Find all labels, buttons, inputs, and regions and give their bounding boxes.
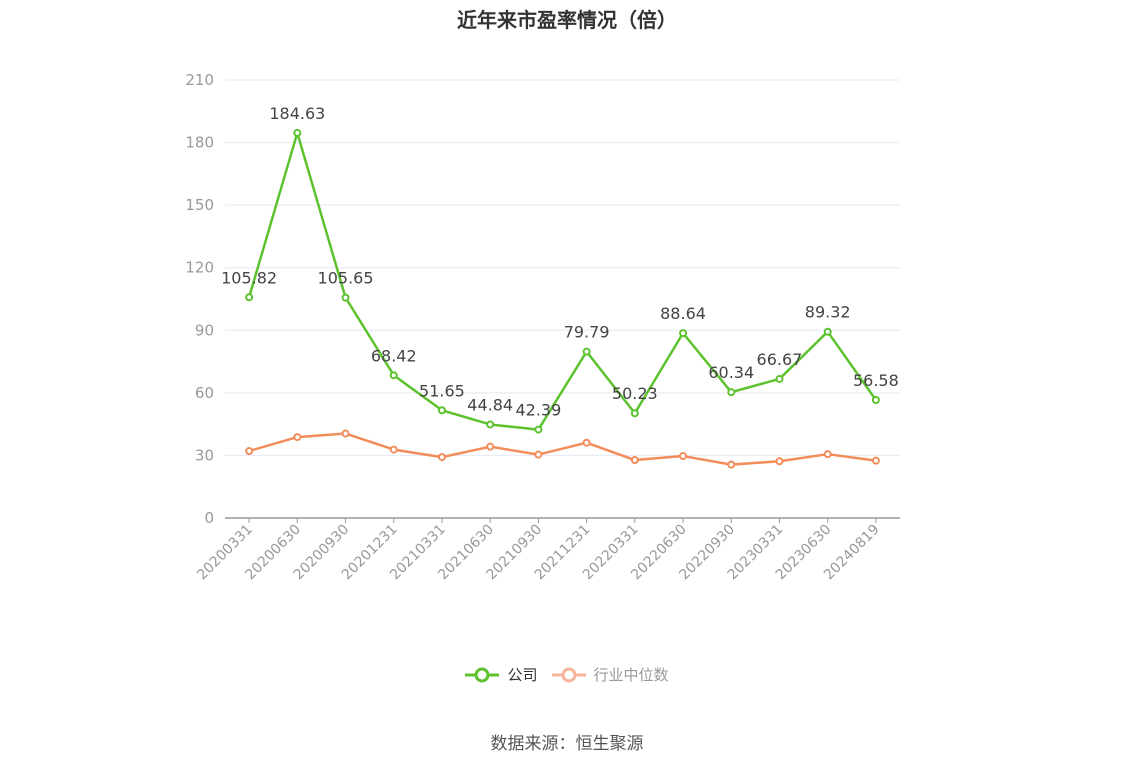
data-label: 105.65 xyxy=(318,269,374,288)
data-point[interactable] xyxy=(823,450,832,459)
chart-title: 近年来市盈率情况（倍） xyxy=(457,8,677,32)
data-label: 42.39 xyxy=(515,401,561,420)
legend-label-company: 公司 xyxy=(507,666,538,684)
data-point[interactable] xyxy=(437,406,446,415)
data-point[interactable] xyxy=(630,456,639,465)
data-label: 79.79 xyxy=(564,323,610,342)
legend-swatch-industry-median xyxy=(551,667,586,682)
y-tick-label: 30 xyxy=(195,446,214,464)
data-point[interactable] xyxy=(534,425,543,434)
x-axis: 2020033120200630202009302020123120210331… xyxy=(194,517,900,583)
data-label: 44.84 xyxy=(467,395,513,414)
data-label: 105.82 xyxy=(221,268,277,287)
data-point[interactable] xyxy=(293,128,302,137)
data-label: 88.64 xyxy=(660,304,706,323)
data-point[interactable] xyxy=(486,420,495,429)
data-label: 68.42 xyxy=(371,346,417,365)
data-point[interactable] xyxy=(389,445,398,454)
data-point[interactable] xyxy=(727,388,736,397)
legend-swatch-company xyxy=(465,667,500,682)
series-points xyxy=(245,128,880,469)
data-label: 89.32 xyxy=(805,303,851,322)
data-point[interactable] xyxy=(823,327,832,336)
y-tick-label: 180 xyxy=(185,134,214,152)
data-label: 184.63 xyxy=(269,104,325,123)
data-point[interactable] xyxy=(245,293,254,302)
y-tick-label: 60 xyxy=(195,384,214,402)
series-line-0 xyxy=(247,131,877,431)
data-label: 51.65 xyxy=(419,381,465,400)
data-point[interactable] xyxy=(871,395,880,404)
y-axis-ticks: 0 30 60 90 120 150 180 210 xyxy=(185,71,214,527)
series-lines xyxy=(247,131,877,466)
line-chart: 0 30 60 90 120 150 180 210 20200331202006302020… xyxy=(185,71,900,583)
series-line-1 xyxy=(248,432,877,466)
data-point[interactable] xyxy=(871,456,880,465)
y-tick-label: 0 xyxy=(204,509,214,527)
data-point[interactable] xyxy=(727,460,736,469)
data-point[interactable] xyxy=(775,457,784,466)
data-point[interactable] xyxy=(582,347,591,356)
data-point[interactable] xyxy=(679,452,688,461)
data-point[interactable] xyxy=(437,453,446,462)
y-tick-label: 120 xyxy=(185,259,214,277)
data-label: 56.58 xyxy=(853,371,899,390)
legend-item-company[interactable]: 公司 xyxy=(465,664,538,685)
data-point[interactable] xyxy=(293,433,302,442)
y-tick-label: 90 xyxy=(195,321,214,339)
y-tick-label: 150 xyxy=(185,196,214,214)
data-point[interactable] xyxy=(341,429,350,438)
data-point[interactable] xyxy=(630,409,639,418)
data-point[interactable] xyxy=(341,293,350,302)
data-source: 数据来源：恒生聚源 xyxy=(490,734,644,754)
data-label: 50.23 xyxy=(612,384,658,403)
data-point[interactable] xyxy=(582,438,591,447)
data-point[interactable] xyxy=(389,371,398,380)
data-point[interactable] xyxy=(679,329,688,338)
data-point[interactable] xyxy=(534,450,543,459)
legend: 公司 行业中位数 xyxy=(0,664,1134,685)
y-tick-label: 210 xyxy=(185,71,214,89)
data-point[interactable] xyxy=(775,374,784,383)
legend-item-industry-median[interactable]: 行业中位数 xyxy=(551,664,669,685)
legend-label-industry-median: 行业中位数 xyxy=(593,666,669,684)
data-point[interactable] xyxy=(486,442,495,451)
data-label: 60.34 xyxy=(708,363,754,382)
data-label: 66.67 xyxy=(757,350,803,369)
data-point[interactable] xyxy=(245,447,254,456)
